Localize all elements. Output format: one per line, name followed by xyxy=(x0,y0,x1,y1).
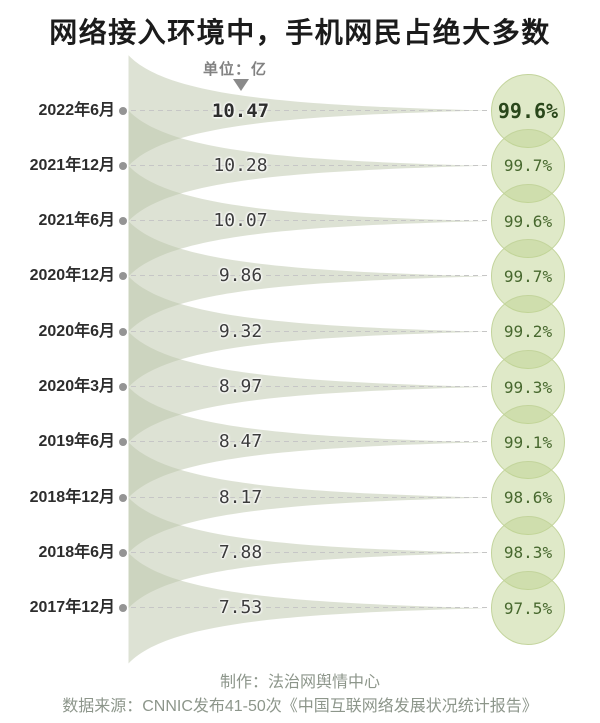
row-dot-marker xyxy=(119,327,127,336)
row-dot-marker xyxy=(119,383,127,391)
row-dot-marker xyxy=(119,217,127,226)
row-dashed-leader-line xyxy=(131,164,492,166)
unit-label: 单位：亿 xyxy=(203,61,268,78)
funnel-leaf-shape xyxy=(128,442,486,553)
row-date-label: 2021年12月 xyxy=(29,156,115,174)
row-dashed-leader-line xyxy=(131,607,492,609)
row-users-value: 8.97 xyxy=(218,376,263,397)
row-percent-label: 99.2% xyxy=(503,322,553,342)
row-dashed-leader-line xyxy=(131,275,492,277)
row-dashed-leader-line xyxy=(131,109,492,111)
row-users-value: 10.47 xyxy=(211,99,270,122)
row-percent-label: 97.5% xyxy=(503,598,553,618)
row-percent-label: 99.7% xyxy=(503,156,553,176)
chart-title: 网络接入环境中，手机网民占绝大多数 xyxy=(49,17,551,48)
row-dot-marker xyxy=(119,106,127,115)
row-percent-label: 99.6% xyxy=(497,98,559,123)
row-percent-label: 99.1% xyxy=(503,432,553,452)
funnel-leaf-shape xyxy=(128,276,486,387)
row-date-label: 2020年6月 xyxy=(38,322,116,340)
row-users-value: 10.07 xyxy=(213,210,268,232)
row-percent-circle: 97.5% xyxy=(491,571,565,646)
funnel-leaf-shape xyxy=(128,387,486,498)
row-percent-circle: 99.1% xyxy=(491,405,565,480)
row-dot-marker xyxy=(119,161,127,170)
row-date-label: 2017年12月 xyxy=(29,599,115,617)
row-users-value: 9.86 xyxy=(218,265,263,287)
funnel-leaf-shape xyxy=(128,331,486,443)
row-date-label: 2019年6月 xyxy=(38,433,116,451)
row-dot-marker xyxy=(119,548,127,557)
row-users-value: 9.32 xyxy=(218,320,263,342)
row-dashed-leader-line xyxy=(131,330,492,332)
row-dot-marker xyxy=(119,604,127,613)
unit-pointer-down-icon xyxy=(233,79,249,91)
row-percent-label: 99.3% xyxy=(503,377,553,397)
row-dashed-leader-line xyxy=(131,220,492,222)
row-dashed-leader-line xyxy=(131,441,492,443)
footer-producer: 制作：法治网舆情中心 xyxy=(219,674,380,691)
row-date-label: 2022年6月 xyxy=(38,101,116,119)
row-dashed-leader-line xyxy=(131,386,492,387)
row-percent-label: 99.6% xyxy=(503,211,553,231)
funnel-leaf-shape xyxy=(128,552,486,664)
row-date-label: 2020年12月 xyxy=(29,267,115,285)
funnel-leaf-shape xyxy=(128,221,486,332)
footer-source: 数据来源：CNNIC发布41-50次《中国互联网络发展状况统计报告》 xyxy=(62,698,538,715)
funnel-leaf-shape xyxy=(128,497,486,609)
row-percent-label: 98.3% xyxy=(503,543,553,563)
row-dot-marker xyxy=(119,493,127,502)
row-users-value: 7.53 xyxy=(218,597,263,619)
row-dot-marker xyxy=(119,438,127,447)
row-percent-label: 99.7% xyxy=(503,266,553,286)
row-dashed-leader-line xyxy=(131,496,492,498)
row-users-value: 7.88 xyxy=(218,541,263,563)
row-date-label: 2021年6月 xyxy=(38,212,116,230)
row-percent-circle: 99.6% xyxy=(491,73,565,148)
row-dot-marker xyxy=(119,272,127,281)
funnel-leaf-shape xyxy=(128,110,486,222)
row-date-label: 2018年6月 xyxy=(38,543,116,561)
row-date-label: 2020年3月 xyxy=(38,378,116,395)
row-users-value: 8.17 xyxy=(218,486,263,508)
funnel-leaf-shape xyxy=(128,165,486,277)
row-dashed-leader-line xyxy=(131,551,492,553)
row-users-value: 10.28 xyxy=(213,154,268,176)
row-date-label: 2018年12月 xyxy=(29,488,115,506)
row-percent-label: 98.6% xyxy=(503,488,553,508)
row-users-value: 8.47 xyxy=(218,431,263,453)
funnel-leaf-shape xyxy=(128,55,486,166)
